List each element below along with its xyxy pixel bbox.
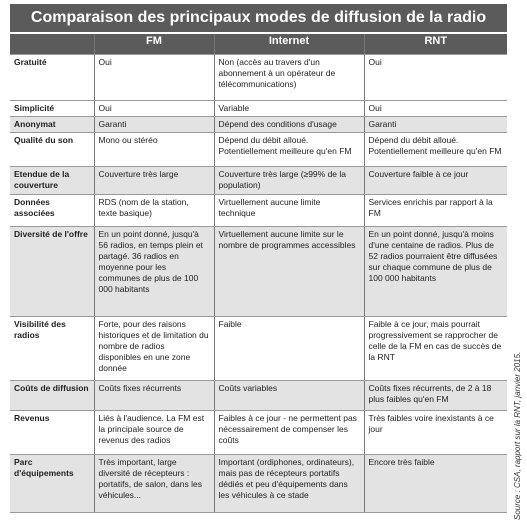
table-row: Visibilité des radios Forte, pour des rai… bbox=[10, 316, 507, 381]
header-cell: RNT bbox=[364, 34, 507, 55]
source: Source : CSA, rapport sur la RNT, janvie… bbox=[513, 351, 522, 520]
cell: Virtuellement aucune limite technique bbox=[214, 194, 365, 227]
row-label: Qualité du son bbox=[10, 132, 95, 167]
cell: Très important, large diversité de récep… bbox=[94, 454, 215, 513]
cell: RDS (nom de la station, texte basique) bbox=[94, 194, 215, 227]
header-row: FM Internet RNT bbox=[10, 34, 507, 55]
cell: Oui bbox=[364, 54, 507, 101]
cell: Faible à ce jour, mais pourrait progress… bbox=[364, 316, 507, 381]
cell: Liés à l'audience. La FM est la principa… bbox=[94, 410, 215, 455]
cell: Garanti bbox=[94, 116, 215, 133]
row-label: Etendue de la couverture bbox=[10, 166, 95, 195]
row-label: Gratuité bbox=[10, 54, 95, 101]
cell: Très faibles voire inexistants à ce jour bbox=[364, 410, 507, 455]
table-row: Simplicité Oui Variable Oui bbox=[10, 100, 507, 117]
cell: Garanti bbox=[364, 116, 507, 133]
cell: Dépend des conditions d'usage bbox=[214, 116, 365, 133]
table-row: Anonymat Garanti Dépend des conditions d'u… bbox=[10, 116, 507, 133]
row-label: Revenus bbox=[10, 410, 95, 455]
cell: Coûts fixes récurrents bbox=[94, 380, 215, 411]
cell: Mono ou stéréo bbox=[94, 132, 215, 167]
table-body: Gratuité Oui Non (accès au travers d'un ab… bbox=[10, 54, 507, 513]
cell: Forte, pour des raisons historiques et d… bbox=[94, 316, 215, 381]
cell: Virtuellement aucune limite sur le nombr… bbox=[214, 226, 365, 317]
row-label: Données associées bbox=[10, 194, 95, 227]
cell: Services enrichis par rapport à la FM bbox=[364, 194, 507, 227]
header-cell bbox=[10, 34, 95, 55]
cell: Couverture faible à ce jour bbox=[364, 166, 507, 195]
cell: Non (accès au travers d'un abonnement à … bbox=[214, 54, 365, 101]
row-label: Parc d'équipements bbox=[10, 454, 95, 513]
table-row: Qualité du son Mono ou stéréo Dépend du dé… bbox=[10, 132, 507, 167]
table-row: Coûts de diffusion Coûts fixes récurrents… bbox=[10, 380, 507, 411]
table-row: Données associées RDS (nom de la station,… bbox=[10, 194, 507, 227]
cell: Dépend du débit alloué. Potentiellement … bbox=[364, 132, 507, 167]
cell: Faibles à ce jour - ne permettent pas né… bbox=[214, 410, 365, 455]
header-cell: FM bbox=[94, 34, 215, 55]
row-label: Coûts de diffusion bbox=[10, 380, 95, 411]
comparison-table: FM Internet RNT Gratuité Oui Non (accès au t… bbox=[10, 34, 507, 513]
cell: Coûts variables bbox=[214, 380, 365, 411]
cell: Oui bbox=[94, 100, 215, 117]
row-label: Diversité de l'offre bbox=[10, 226, 95, 317]
row-label: Simplicité bbox=[10, 100, 95, 117]
cell: Faible bbox=[214, 316, 365, 381]
header-cell: Internet bbox=[214, 34, 365, 55]
cell: Important (ordiphones, ordinateurs), mai… bbox=[214, 454, 365, 513]
table-row: Revenus Liés à l'audience. La FM est la p… bbox=[10, 410, 507, 455]
cell: En un point donné, jusqu'à moins d'une c… bbox=[364, 226, 507, 317]
cell: Dépend du débit alloué. Potentiellement … bbox=[214, 132, 365, 167]
title: Comparaison des principaux modes de diff… bbox=[10, 4, 507, 32]
table-row: Diversité de l'offre En un point donné, j… bbox=[10, 226, 507, 317]
cell: Encore très faible bbox=[364, 454, 507, 513]
row-label: Visibilité des radios bbox=[10, 316, 95, 381]
table-row: Gratuité Oui Non (accès au travers d'un ab… bbox=[10, 54, 507, 101]
cell: Coûts fixes récurrents, de 2 à 18 plus f… bbox=[364, 380, 507, 411]
cell: Oui bbox=[94, 54, 215, 101]
cell: Variable bbox=[214, 100, 365, 117]
cell: Oui bbox=[364, 100, 507, 117]
cell: Couverture très large bbox=[94, 166, 215, 195]
table-row: Parc d'équipements Très important, large … bbox=[10, 454, 507, 513]
row-label: Anonymat bbox=[10, 116, 95, 133]
cell: En un point donné, jusqu'à 56 radios, en… bbox=[94, 226, 215, 317]
cell: Couverture très large (≥99% de la popula… bbox=[214, 166, 365, 195]
table-block: Comparaison des principaux modes de diff… bbox=[10, 4, 507, 513]
table-row: Etendue de la couverture Couverture très … bbox=[10, 166, 507, 195]
